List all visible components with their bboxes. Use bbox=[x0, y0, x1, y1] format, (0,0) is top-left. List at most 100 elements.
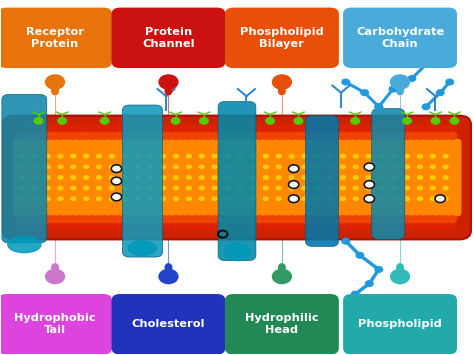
Circle shape bbox=[164, 151, 167, 153]
Circle shape bbox=[392, 176, 397, 179]
Circle shape bbox=[88, 132, 97, 139]
Circle shape bbox=[125, 161, 129, 164]
Circle shape bbox=[69, 132, 78, 139]
Circle shape bbox=[36, 125, 46, 132]
Circle shape bbox=[161, 176, 165, 179]
Circle shape bbox=[151, 193, 155, 196]
Circle shape bbox=[17, 132, 27, 139]
Ellipse shape bbox=[397, 264, 403, 272]
Circle shape bbox=[113, 216, 123, 223]
Circle shape bbox=[357, 132, 367, 139]
Circle shape bbox=[315, 165, 319, 169]
Circle shape bbox=[369, 182, 373, 185]
Circle shape bbox=[391, 75, 410, 89]
Circle shape bbox=[35, 172, 39, 175]
Circle shape bbox=[58, 186, 63, 190]
Circle shape bbox=[94, 132, 104, 139]
Circle shape bbox=[330, 172, 334, 175]
Circle shape bbox=[289, 154, 294, 158]
Circle shape bbox=[300, 132, 309, 139]
Ellipse shape bbox=[165, 264, 172, 272]
Circle shape bbox=[356, 252, 364, 258]
Circle shape bbox=[431, 118, 440, 124]
Circle shape bbox=[87, 151, 91, 153]
Circle shape bbox=[302, 186, 307, 190]
Circle shape bbox=[356, 151, 360, 153]
Circle shape bbox=[408, 182, 411, 185]
Circle shape bbox=[228, 172, 232, 175]
Circle shape bbox=[49, 216, 59, 223]
Circle shape bbox=[84, 197, 89, 201]
Circle shape bbox=[287, 125, 296, 132]
Circle shape bbox=[430, 176, 435, 179]
FancyBboxPatch shape bbox=[343, 7, 457, 68]
Circle shape bbox=[56, 223, 65, 230]
Circle shape bbox=[84, 176, 89, 179]
Circle shape bbox=[351, 223, 361, 230]
Circle shape bbox=[100, 161, 103, 164]
Circle shape bbox=[210, 132, 219, 139]
Ellipse shape bbox=[224, 243, 250, 261]
Circle shape bbox=[164, 161, 167, 164]
Circle shape bbox=[100, 193, 103, 196]
Circle shape bbox=[61, 193, 65, 196]
Ellipse shape bbox=[165, 87, 172, 95]
Circle shape bbox=[71, 165, 76, 169]
Circle shape bbox=[370, 216, 380, 223]
Circle shape bbox=[395, 172, 399, 175]
Circle shape bbox=[318, 193, 321, 196]
Circle shape bbox=[289, 195, 299, 203]
Circle shape bbox=[100, 132, 110, 139]
Circle shape bbox=[82, 132, 91, 139]
Circle shape bbox=[268, 216, 277, 223]
Circle shape bbox=[377, 223, 386, 230]
Circle shape bbox=[289, 176, 294, 179]
FancyBboxPatch shape bbox=[122, 105, 163, 257]
Circle shape bbox=[289, 165, 299, 173]
Circle shape bbox=[395, 151, 399, 153]
Circle shape bbox=[125, 182, 129, 185]
Circle shape bbox=[30, 216, 39, 223]
Circle shape bbox=[173, 154, 178, 158]
Circle shape bbox=[379, 176, 384, 179]
Circle shape bbox=[274, 223, 283, 230]
Circle shape bbox=[369, 172, 373, 175]
Circle shape bbox=[409, 223, 418, 230]
Circle shape bbox=[61, 151, 65, 153]
Circle shape bbox=[215, 193, 219, 196]
Circle shape bbox=[74, 161, 78, 164]
FancyBboxPatch shape bbox=[3, 116, 471, 239]
Circle shape bbox=[120, 216, 129, 223]
Circle shape bbox=[191, 125, 200, 132]
Circle shape bbox=[289, 186, 294, 190]
Circle shape bbox=[189, 151, 193, 153]
Circle shape bbox=[375, 104, 383, 110]
Circle shape bbox=[328, 154, 332, 158]
Circle shape bbox=[255, 216, 264, 223]
Circle shape bbox=[390, 216, 399, 223]
Circle shape bbox=[289, 165, 294, 169]
Circle shape bbox=[133, 132, 142, 139]
Circle shape bbox=[225, 197, 230, 201]
Circle shape bbox=[46, 154, 50, 158]
Circle shape bbox=[139, 132, 149, 139]
Circle shape bbox=[236, 132, 245, 139]
Circle shape bbox=[127, 216, 136, 223]
Circle shape bbox=[202, 172, 206, 175]
Circle shape bbox=[254, 172, 257, 175]
Circle shape bbox=[87, 161, 91, 164]
Circle shape bbox=[32, 154, 37, 158]
Circle shape bbox=[161, 165, 165, 169]
Circle shape bbox=[35, 182, 39, 185]
Circle shape bbox=[22, 182, 26, 185]
Circle shape bbox=[228, 151, 232, 153]
Circle shape bbox=[165, 125, 174, 132]
Circle shape bbox=[71, 154, 76, 158]
Circle shape bbox=[56, 216, 65, 223]
Circle shape bbox=[446, 161, 450, 164]
Circle shape bbox=[395, 182, 399, 185]
Circle shape bbox=[354, 186, 358, 190]
Circle shape bbox=[242, 223, 251, 230]
Circle shape bbox=[200, 154, 204, 158]
Circle shape bbox=[111, 177, 122, 185]
